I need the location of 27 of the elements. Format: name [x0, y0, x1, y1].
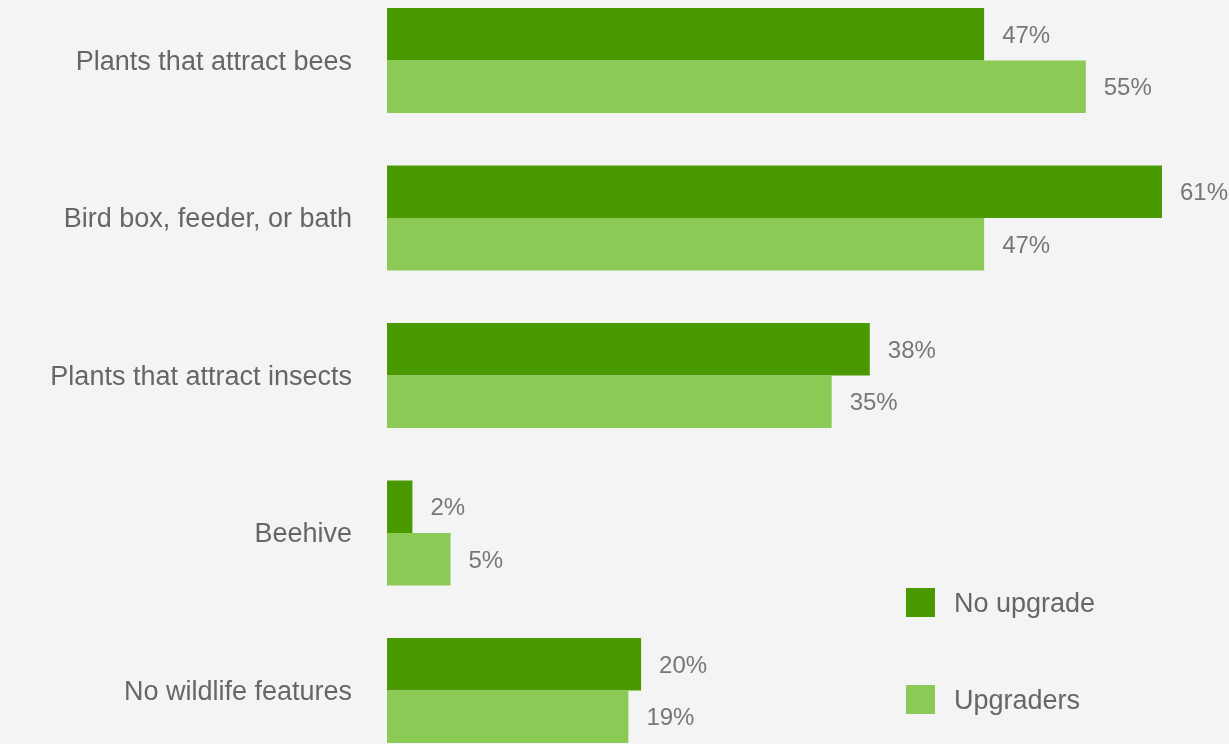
- bar: [387, 8, 985, 61]
- bar: [387, 638, 642, 691]
- y-tick-label: No wildlife features: [123, 675, 352, 706]
- data-label: 19%: [646, 703, 695, 731]
- y-tick-label: Plants that attract bees: [75, 45, 352, 76]
- bar: [387, 533, 451, 586]
- data-label: 55%: [1103, 73, 1152, 101]
- legend-label: No upgrade: [954, 587, 1096, 618]
- bar: [387, 165, 1162, 218]
- data-label: 5%: [468, 545, 504, 573]
- y-tick-label: Plants that attract insects: [50, 360, 352, 391]
- bar: [387, 480, 413, 533]
- data-label: 61%: [1180, 178, 1229, 206]
- y-tick-label: Beehive: [254, 518, 352, 549]
- data-label: 38%: [887, 335, 936, 363]
- data-label: 47%: [1002, 230, 1051, 258]
- bar: [387, 323, 870, 376]
- data-label: 35%: [849, 388, 898, 416]
- y-tick-label: Bird box, feeder, or bath: [63, 203, 352, 234]
- legend-label: Upgraders: [954, 684, 1081, 715]
- bar: [387, 375, 832, 428]
- data-label: 2%: [430, 493, 466, 521]
- data-label: 47%: [1002, 20, 1051, 48]
- bar: [387, 60, 1086, 113]
- bar: [387, 218, 985, 271]
- data-label: 20%: [659, 650, 708, 678]
- bar: [387, 690, 629, 743]
